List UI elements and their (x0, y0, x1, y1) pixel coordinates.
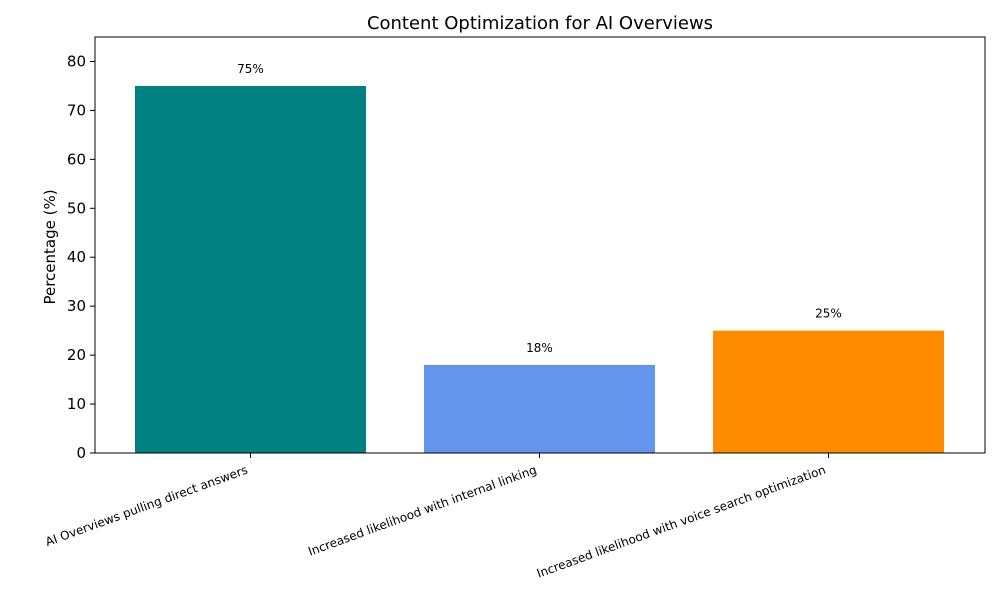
y-tick-label-40: 40 (67, 248, 86, 266)
bar-2 (424, 364, 655, 453)
y-tick-label-50: 50 (67, 199, 86, 217)
x-tick-label-2: Increased likelihood with internal linki… (306, 463, 538, 559)
x-tick-label-1: AI Overviews pulling direct answers (44, 463, 250, 549)
y-tick-label-20: 20 (67, 346, 86, 364)
data-label-2: 18% (526, 341, 553, 355)
x-ticks-group: AI Overviews pulling direct answers Incre… (44, 453, 829, 581)
data-label-1: 75% (237, 62, 264, 76)
y-tick-label-80: 80 (67, 52, 86, 70)
y-tick-label-60: 60 (67, 150, 86, 168)
data-label-3: 25% (815, 307, 842, 321)
data-labels-group: 75% 18% 25% (237, 62, 842, 355)
y-tick-label-0: 0 (76, 444, 86, 462)
bar-1 (135, 85, 366, 454)
x-tick-label-3: Increased likelihood with voice search o… (535, 463, 828, 581)
y-tick-label-10: 10 (67, 395, 86, 413)
y-tick-label-30: 30 (67, 297, 86, 315)
y-axis-label: Percentage (%) (41, 189, 59, 304)
bar-3 (713, 330, 944, 453)
bars-group (135, 85, 944, 454)
chart-title: Content Optimization for AI Overviews (367, 13, 713, 34)
y-ticks-group: 0 10 20 30 40 50 60 70 80 (67, 52, 95, 462)
plot-frame (94, 36, 986, 454)
y-tick-label-70: 70 (67, 101, 86, 119)
